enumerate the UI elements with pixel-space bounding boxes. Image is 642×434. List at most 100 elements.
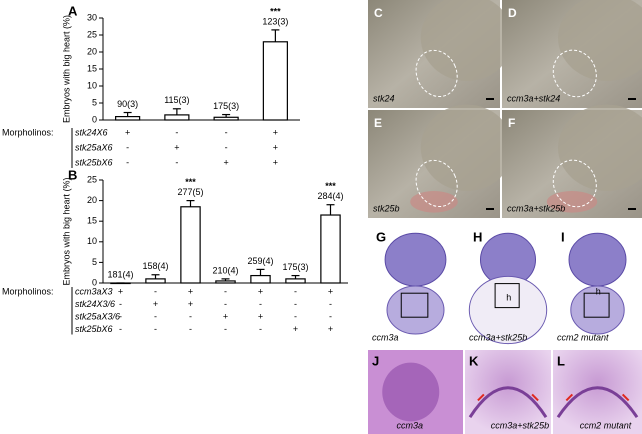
y-tick-label: 20 — [87, 195, 97, 205]
significance: *** — [185, 177, 196, 187]
y-tick-label: 5 — [92, 97, 97, 107]
design-row-label: stk25bX6 — [75, 324, 113, 334]
panel-letter: H — [473, 229, 482, 244]
design-label: Morpholinos: — [2, 127, 54, 137]
bar — [320, 214, 341, 284]
design-sign: - — [189, 311, 192, 321]
panel-letter: I — [561, 229, 565, 244]
design-sign: - — [225, 127, 228, 137]
n-label: 90(3) — [117, 99, 138, 109]
caption: ccm2 mutant — [557, 332, 609, 342]
y-tick-label: 10 — [87, 236, 97, 246]
design-row-label: stk25aX3/6 — [75, 311, 120, 321]
design-sign: + — [328, 286, 333, 296]
bar — [115, 115, 141, 121]
caption: ccm3a+stk25b — [491, 420, 549, 430]
n-label: 123(3) — [262, 16, 288, 26]
n-label: 259(4) — [247, 256, 273, 266]
bar — [250, 274, 271, 284]
n-label: 175(3) — [213, 101, 239, 111]
y-tick-label: 0 — [92, 277, 97, 287]
y-axis-label: Embryos with big heart (%) — [61, 15, 71, 123]
n-label: 181(4) — [107, 269, 133, 279]
heart-marker: h — [506, 292, 511, 302]
design-sign: - — [175, 127, 178, 137]
design-row-label: stk24X3/6 — [75, 299, 115, 309]
panel-label: A — [68, 3, 78, 18]
design-sign: - — [175, 157, 178, 167]
design-sign: + — [223, 311, 228, 321]
design-sign: - — [154, 324, 157, 334]
panel-letter: J — [372, 353, 379, 368]
design-sign: - — [224, 324, 227, 334]
yolk — [420, 104, 514, 191]
bar — [285, 278, 306, 284]
design-sign: + — [188, 299, 193, 309]
heart-marker: h — [596, 286, 601, 296]
bar — [145, 278, 166, 284]
inset-box — [583, 292, 610, 318]
design-sign: + — [174, 142, 179, 152]
n-label: 277(5) — [177, 187, 203, 197]
design-sign: - — [259, 299, 262, 309]
blood — [410, 191, 458, 213]
design-sign: + — [223, 157, 228, 167]
heart-outline — [552, 159, 597, 208]
caption: ccm3a+stk25b — [507, 203, 565, 213]
significance: *** — [325, 181, 336, 191]
panel-letter: L — [557, 353, 565, 368]
design-sign: - — [294, 286, 297, 296]
panel-letter: D — [508, 6, 517, 20]
bar — [213, 116, 239, 121]
panel-letter: G — [376, 229, 386, 244]
design-sign: + — [273, 157, 278, 167]
histology — [465, 350, 551, 434]
caption: stk24 — [373, 93, 395, 103]
panel-letter: E — [374, 116, 382, 130]
y-tick-label: 20 — [87, 46, 97, 56]
bar — [262, 41, 288, 121]
n-label: 115(3) — [164, 95, 189, 105]
arrow — [565, 393, 630, 402]
design-sign: + — [118, 286, 123, 296]
head-section — [568, 232, 627, 287]
y-tick-label: 25 — [87, 174, 97, 184]
n-label: 210(4) — [212, 265, 238, 275]
scale-bar — [486, 98, 494, 100]
n-label: 158(4) — [142, 261, 168, 271]
heart-outline — [552, 49, 597, 98]
design-sign: + — [258, 286, 263, 296]
panel-letter: C — [374, 6, 383, 20]
design-sign: - — [259, 324, 262, 334]
design-sign: + — [188, 286, 193, 296]
inset-box — [494, 283, 520, 309]
yolk — [420, 0, 514, 81]
design-sign: + — [273, 127, 278, 137]
inset-box — [400, 292, 429, 318]
n-label: 175(3) — [282, 262, 308, 272]
bar — [215, 280, 236, 284]
design-row-label: stk25bX6 — [75, 157, 113, 167]
caption: stk25b — [373, 203, 400, 213]
yolk — [558, 0, 642, 81]
arrow — [477, 393, 539, 402]
y-tick-label: 10 — [87, 80, 97, 90]
design-sign: - — [329, 311, 332, 321]
design-row-label: stk24X6 — [75, 127, 108, 137]
design-sign: + — [153, 299, 158, 309]
design-sign: - — [126, 157, 129, 167]
significance: *** — [270, 6, 281, 16]
head-section — [384, 232, 447, 287]
design-sign: - — [224, 286, 227, 296]
design-label: Morpholinos: — [2, 286, 54, 296]
design-sign: - — [154, 286, 157, 296]
blood — [546, 191, 598, 213]
n-label: 284(4) — [317, 191, 343, 201]
design-row-label: stk25aX6 — [75, 142, 113, 152]
yolk — [558, 104, 642, 191]
design-sign: - — [329, 299, 332, 309]
y-tick-label: 15 — [87, 63, 97, 73]
design-sign: - — [294, 311, 297, 321]
heart-outline — [415, 49, 458, 98]
design-sign: - — [189, 324, 192, 334]
